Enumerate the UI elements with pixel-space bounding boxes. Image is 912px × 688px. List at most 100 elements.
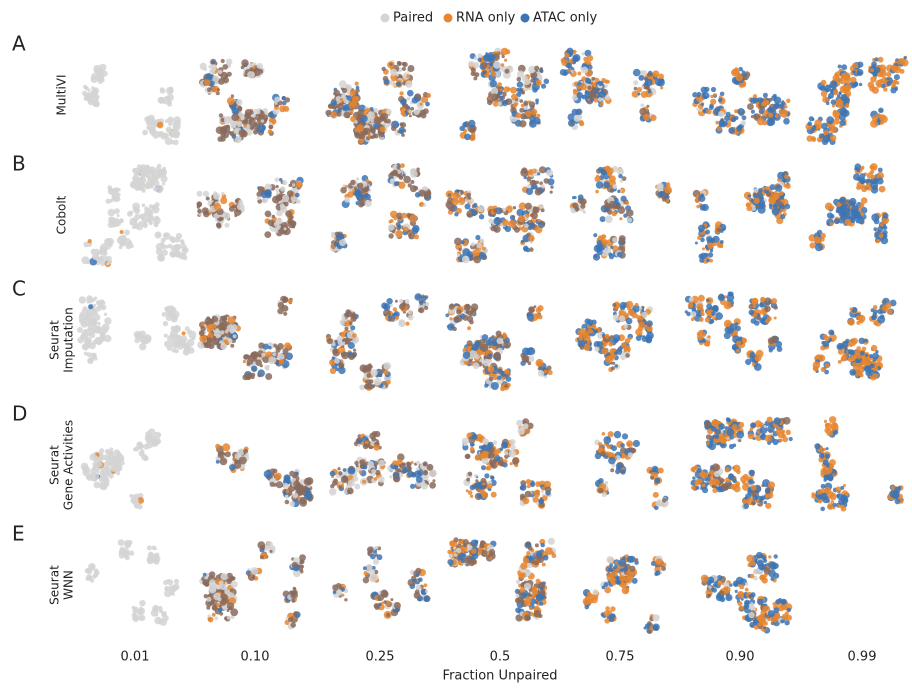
umap-point bbox=[490, 87, 499, 95]
umap-point bbox=[471, 433, 478, 440]
umap-point bbox=[275, 481, 283, 489]
umap-point bbox=[101, 70, 108, 77]
umap-point bbox=[373, 122, 379, 129]
umap-point bbox=[83, 315, 89, 321]
umap-point bbox=[524, 428, 531, 435]
umap-point bbox=[697, 294, 705, 302]
umap-point bbox=[501, 219, 509, 227]
umap-point bbox=[466, 340, 473, 347]
umap-point bbox=[397, 468, 402, 473]
umap-point bbox=[886, 71, 892, 78]
umap-point bbox=[148, 166, 156, 174]
umap-point bbox=[698, 194, 706, 202]
umap-point bbox=[288, 183, 292, 187]
umap-point bbox=[343, 111, 351, 119]
umap-point bbox=[381, 66, 386, 72]
umap-point bbox=[160, 132, 168, 140]
umap-point bbox=[490, 226, 496, 232]
umap-point bbox=[366, 383, 373, 390]
umap-point bbox=[292, 183, 296, 187]
umap-point bbox=[605, 206, 611, 212]
umap-point bbox=[710, 94, 714, 99]
umap-point bbox=[347, 466, 356, 475]
umap-point bbox=[493, 351, 501, 360]
umap-point bbox=[479, 238, 485, 244]
umap-point bbox=[409, 214, 418, 223]
umap-point bbox=[354, 131, 360, 137]
umap-point bbox=[181, 331, 186, 336]
umap-point bbox=[275, 347, 281, 353]
umap-point bbox=[701, 203, 709, 212]
umap-panel bbox=[329, 163, 432, 253]
umap-point bbox=[472, 362, 480, 370]
umap-point bbox=[510, 444, 516, 451]
umap-point bbox=[490, 71, 497, 77]
umap-point bbox=[826, 222, 830, 226]
umap-point bbox=[764, 319, 770, 324]
umap-point bbox=[464, 304, 471, 310]
umap-point bbox=[466, 192, 472, 198]
umap-point bbox=[129, 494, 133, 498]
umap-point bbox=[207, 87, 212, 92]
umap-point bbox=[304, 492, 312, 500]
umap-point bbox=[621, 342, 627, 348]
umap-point bbox=[604, 165, 611, 172]
umap-point bbox=[612, 184, 618, 190]
umap-point bbox=[267, 129, 273, 135]
umap-point bbox=[230, 343, 235, 348]
umap-point bbox=[173, 139, 179, 146]
umap-point bbox=[139, 172, 145, 177]
umap-panel bbox=[77, 295, 197, 365]
umap-point bbox=[699, 257, 705, 263]
umap-point bbox=[587, 328, 594, 334]
umap-point bbox=[505, 368, 510, 374]
umap-point bbox=[424, 190, 432, 198]
umap-point bbox=[226, 71, 232, 77]
umap-point bbox=[244, 109, 252, 117]
umap-point bbox=[86, 260, 90, 265]
umap-point bbox=[385, 108, 392, 115]
umap-point bbox=[285, 494, 289, 498]
umap-point bbox=[414, 234, 419, 240]
umap-point bbox=[886, 80, 892, 87]
umap-point bbox=[702, 247, 705, 251]
umap-point bbox=[601, 347, 609, 355]
umap-point bbox=[413, 109, 420, 115]
umap-point bbox=[706, 303, 713, 310]
umap-point bbox=[179, 239, 185, 244]
umap-point bbox=[838, 345, 842, 349]
umap-point bbox=[415, 460, 421, 465]
umap-point bbox=[104, 462, 110, 468]
umap-point bbox=[772, 192, 780, 200]
umap-point bbox=[468, 60, 475, 67]
umap-point bbox=[487, 444, 493, 450]
umap-point bbox=[509, 462, 513, 466]
umap-point bbox=[871, 115, 879, 122]
umap-point bbox=[471, 343, 479, 351]
umap-panel bbox=[82, 63, 181, 146]
umap-point bbox=[407, 309, 413, 315]
umap-point bbox=[417, 469, 424, 477]
umap-point bbox=[332, 480, 338, 486]
umap-point bbox=[639, 107, 647, 116]
umap-panel bbox=[325, 293, 430, 391]
umap-point bbox=[815, 126, 819, 130]
umap-point bbox=[497, 101, 502, 106]
umap-point bbox=[264, 231, 272, 239]
umap-point bbox=[449, 317, 453, 321]
umap-point bbox=[92, 248, 96, 252]
umap-point bbox=[610, 366, 616, 371]
umap-point bbox=[856, 220, 859, 224]
umap-point bbox=[878, 107, 884, 114]
umap-point bbox=[488, 353, 492, 357]
umap-point bbox=[620, 443, 625, 448]
umap-point bbox=[78, 296, 87, 304]
umap-point bbox=[505, 376, 512, 382]
umap-point bbox=[109, 465, 116, 472]
umap-point bbox=[707, 335, 711, 339]
umap-point bbox=[109, 451, 113, 456]
umap-point bbox=[604, 215, 613, 224]
umap-point bbox=[342, 338, 346, 342]
umap-point bbox=[97, 461, 103, 468]
umap-point bbox=[334, 357, 340, 364]
